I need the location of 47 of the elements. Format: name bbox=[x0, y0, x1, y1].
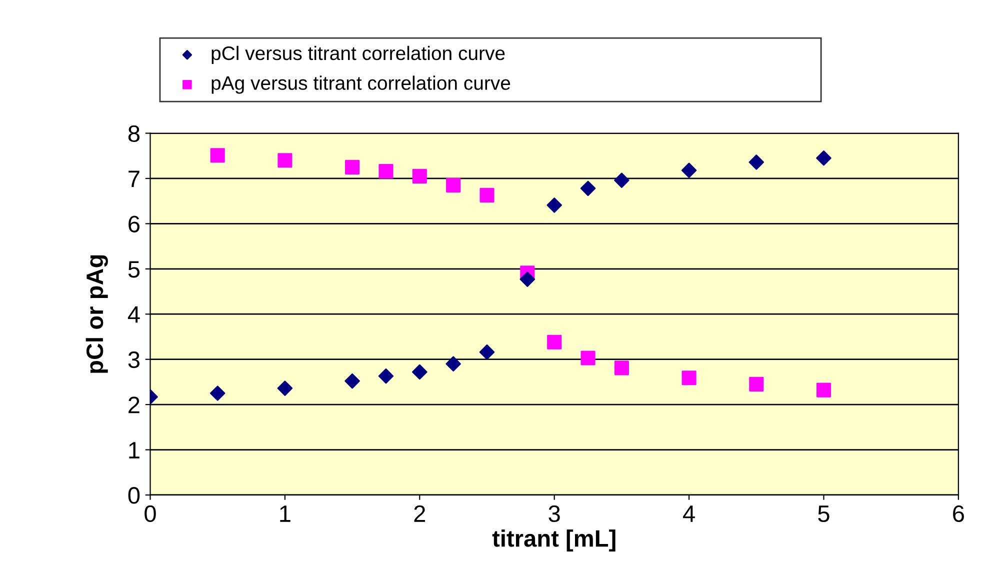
point bbox=[682, 370, 696, 386]
y-axis-title: pCl or pAg bbox=[86, 255, 108, 373]
point bbox=[614, 172, 630, 188]
point bbox=[580, 180, 596, 196]
point bbox=[816, 382, 832, 398]
point bbox=[446, 356, 461, 372]
x-axis-title: titrant [mL] bbox=[492, 530, 616, 552]
point bbox=[378, 164, 394, 179]
x-tick-label: 4 bbox=[683, 506, 695, 522]
point bbox=[614, 360, 629, 376]
point bbox=[210, 148, 225, 163]
x-tick-label: 6 bbox=[953, 505, 964, 522]
y-tick-label: 7 bbox=[128, 170, 140, 188]
point bbox=[681, 162, 697, 178]
point bbox=[816, 150, 832, 166]
point bbox=[344, 373, 360, 389]
y-tick-label: 5 bbox=[128, 261, 140, 278]
point bbox=[412, 364, 428, 380]
y-tick-label: 2 bbox=[128, 396, 140, 414]
y-tick-label: 1 bbox=[129, 442, 140, 458]
y-tick-label: 3 bbox=[128, 351, 140, 368]
point bbox=[480, 188, 494, 202]
point bbox=[278, 153, 292, 168]
point bbox=[479, 344, 495, 360]
x-tick-label: 1 bbox=[280, 506, 290, 522]
point bbox=[547, 334, 562, 350]
y-tick-label: 0 bbox=[128, 487, 140, 504]
point bbox=[546, 198, 562, 213]
legend-label: pCl versus titrant correlation curve bbox=[212, 46, 505, 64]
x-tick-label: 3 bbox=[548, 505, 560, 522]
point bbox=[378, 368, 394, 384]
point bbox=[749, 376, 764, 392]
legend-label: pAg versus titrant correlation curve bbox=[212, 76, 510, 94]
point bbox=[345, 160, 360, 174]
point bbox=[412, 168, 427, 184]
point bbox=[210, 386, 226, 401]
point bbox=[748, 154, 764, 170]
y-tick-label: 8 bbox=[128, 125, 140, 142]
x-tick-label: 0 bbox=[144, 505, 156, 522]
x-tick-label: 5 bbox=[818, 506, 830, 522]
point bbox=[446, 178, 461, 193]
x-tick-label: 2 bbox=[414, 505, 426, 522]
y-tick-label: 6 bbox=[128, 216, 140, 232]
point bbox=[580, 350, 596, 366]
point bbox=[520, 272, 536, 287]
point bbox=[277, 380, 293, 396]
y-tick-label: 4 bbox=[128, 306, 140, 323]
